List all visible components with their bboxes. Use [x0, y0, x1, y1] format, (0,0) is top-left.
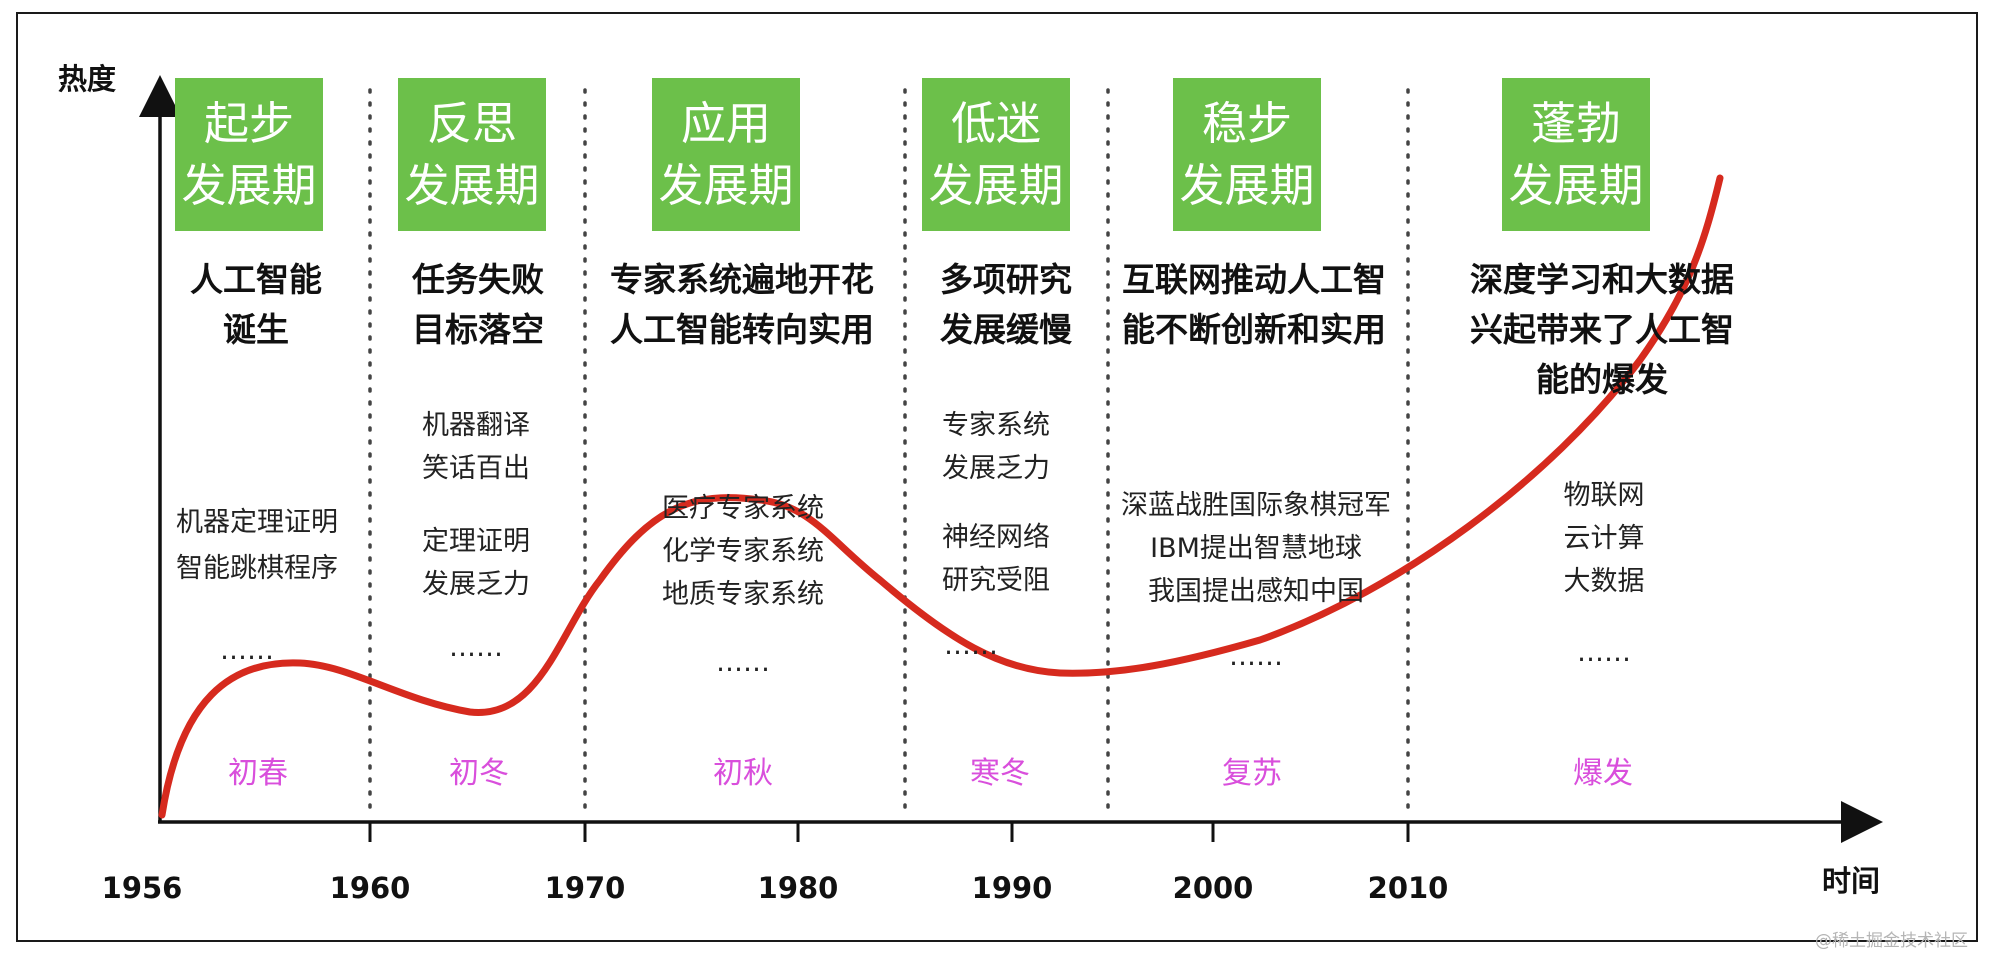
event-item: 深蓝战胜国际象棋冠军	[1121, 490, 1391, 521]
phase-events: 医疗专家系统 化学专家系统 地质专家系统 ……	[662, 487, 824, 684]
phase-headline: 专家系统遍地开花 人工智能转向实用	[610, 255, 874, 355]
event-item: ……	[1577, 637, 1631, 668]
phase-headline: 互联网推动人工智 能不断创新和实用	[1122, 255, 1386, 355]
headline-line: 人工智能转向实用	[610, 310, 874, 349]
headline-line: 多项研究	[940, 260, 1072, 299]
phase-events: 深蓝战胜国际象棋冠军 IBM提出智慧地球 我国提出感知中国 ……	[1121, 484, 1391, 678]
year-ticks	[368, 822, 1410, 842]
ai-heat-curve	[158, 174, 1724, 819]
season-label: 初秋	[713, 756, 773, 791]
event-item: ……	[944, 630, 998, 661]
season-label: 初春	[228, 756, 288, 791]
event-item: 云计算	[1563, 523, 1645, 554]
phase-events: 机器定理证明 智能跳棋程序 ……	[176, 482, 338, 692]
phase-dividers	[368, 88, 1410, 814]
phase-box-boom: 蓬勃 发展期	[1502, 78, 1650, 231]
headline-line: 能的爆发	[1536, 360, 1668, 399]
season-label: 复苏	[1222, 756, 1282, 791]
phase-subtitle: 发展期	[1179, 158, 1315, 212]
headline-line: 专家系统遍地开花	[610, 260, 874, 299]
phase-title: 稳步	[1201, 96, 1292, 150]
year-label: 1990	[971, 871, 1053, 905]
event-item: 发展乏力	[942, 453, 1050, 484]
y-axis-label: 热度	[58, 62, 117, 96]
x-axis-label: 时间	[1822, 864, 1881, 898]
headline-line: 发展缓慢	[940, 310, 1072, 349]
event-item: 研究受阻	[942, 565, 1050, 596]
event-item: 笑话百出	[422, 453, 530, 484]
event-item: 我国提出感知中国	[1148, 576, 1364, 607]
year-label: 1980	[757, 871, 839, 905]
phase-box-steady: 稳步 发展期	[1173, 78, 1321, 231]
phase-title: 蓬勃	[1530, 96, 1621, 150]
season-label: 初冬	[449, 756, 509, 791]
phase-subtitle: 发展期	[181, 158, 317, 212]
phase-subtitle: 发展期	[928, 158, 1064, 212]
event-item: 智能跳棋程序	[176, 553, 338, 584]
phase-subtitle: 发展期	[404, 158, 540, 212]
phase-box-reflection: 反思 发展期	[398, 78, 546, 231]
headline-line: 兴起带来了人工智	[1470, 310, 1734, 349]
diagram-frame	[16, 12, 1978, 942]
phase-box-start: 起步 发展期	[175, 78, 323, 231]
phase-events: 物联网 云计算 大数据 ……	[1564, 474, 1645, 674]
event-item: ……	[1229, 641, 1283, 672]
phase-events: 机器翻译 笑话百出 定理证明 发展乏力 ……	[422, 404, 530, 669]
phase-title: 起步	[203, 96, 294, 150]
phase-title: 应用	[680, 96, 771, 150]
event-item: ……	[716, 647, 770, 678]
event-item: 化学专家系统	[662, 536, 824, 567]
year-label: 1956	[101, 871, 183, 905]
phase-title: 低迷	[950, 96, 1041, 150]
phase-headline: 任务失败 目标落空	[412, 255, 544, 355]
phase-box-low: 低迷 发展期	[922, 78, 1070, 231]
year-label: 1970	[544, 871, 626, 905]
headline-line: 诞生	[223, 310, 289, 349]
event-item: 发展乏力	[422, 569, 530, 600]
phase-title: 反思	[426, 96, 517, 150]
headline-line: 人工智能	[190, 260, 322, 299]
year-label: 1960	[329, 871, 411, 905]
year-label: 2010	[1367, 871, 1449, 905]
headline-line: 互联网推动人工智	[1122, 260, 1386, 299]
event-item: 机器翻译	[422, 410, 530, 441]
phase-headline: 多项研究 发展缓慢	[940, 255, 1072, 355]
season-label: 爆发	[1573, 756, 1633, 791]
event-item: 地质专家系统	[662, 579, 824, 610]
phase-subtitle: 发展期	[1508, 158, 1644, 212]
event-item: 定理证明	[422, 526, 530, 557]
event-item: ……	[449, 632, 503, 663]
event-item: ……	[220, 635, 274, 666]
watermark: @稀土掘金技术社区	[1815, 931, 1968, 951]
headline-line: 任务失败	[412, 260, 544, 299]
event-item: 机器定理证明	[176, 507, 338, 538]
phase-box-application: 应用 发展期	[652, 78, 800, 231]
phase-headline: 人工智能 诞生	[190, 255, 322, 355]
year-label: 2000	[1172, 871, 1254, 905]
phase-headline: 深度学习和大数据 兴起带来了人工智 能的爆发	[1470, 255, 1734, 405]
season-label: 寒冬	[970, 756, 1030, 791]
event-item: 专家系统	[942, 410, 1050, 441]
phase-events: 专家系统 发展乏力 神经网络 研究受阻 ……	[942, 404, 1050, 667]
headline-line: 深度学习和大数据	[1470, 260, 1734, 299]
event-item: IBM提出智慧地球	[1150, 533, 1362, 564]
event-item: 神经网络	[942, 522, 1050, 553]
phase-subtitle: 发展期	[658, 158, 794, 212]
event-item: 物联网	[1563, 480, 1645, 511]
headline-line: 目标落空	[412, 310, 544, 349]
event-item: 大数据	[1563, 566, 1645, 597]
event-item: 医疗专家系统	[662, 493, 824, 524]
headline-line: 能不断创新和实用	[1122, 310, 1386, 349]
